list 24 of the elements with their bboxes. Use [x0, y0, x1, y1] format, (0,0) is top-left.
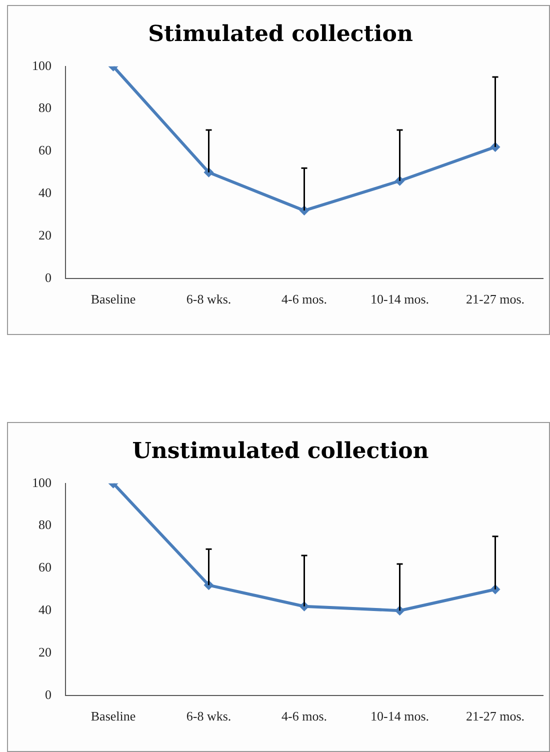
x-tick-label: 6-8 wks.: [186, 708, 232, 724]
y-tick-label: 60: [38, 142, 52, 158]
y-tick-label: 40: [38, 185, 52, 200]
x-tick-label: 21-27 mos.: [466, 708, 524, 724]
x-tick-label: 4-6 mos.: [282, 708, 327, 724]
x-tick-label: Baseline: [90, 292, 136, 307]
x-tick-label: 4-6 mos.: [282, 292, 327, 307]
y-tick-label: 20: [38, 644, 52, 660]
x-tick-label: 6-8 wks.: [186, 292, 232, 307]
x-tick-label: Baseline: [90, 708, 136, 724]
y-tick-label: 0: [45, 270, 52, 285]
y-tick-label: 80: [38, 517, 52, 532]
y-tick-label: 40: [38, 602, 52, 618]
x-tick-label: 10-14 mos.: [370, 292, 429, 307]
x-tick-label: 21-27 mos.: [466, 292, 524, 307]
y-tick-label: 0: [45, 686, 52, 702]
y-tick-label: 60: [38, 560, 52, 575]
x-tick-label: 10-14 mos.: [370, 708, 429, 724]
chart-title: Stimulated collection: [148, 20, 413, 47]
y-tick-label: 100: [32, 58, 52, 73]
y-tick-label: 20: [38, 227, 52, 242]
y-tick-label: 80: [38, 100, 52, 116]
y-tick-label: 100: [32, 474, 52, 490]
chart-title: Unstimulated collection: [132, 438, 429, 464]
